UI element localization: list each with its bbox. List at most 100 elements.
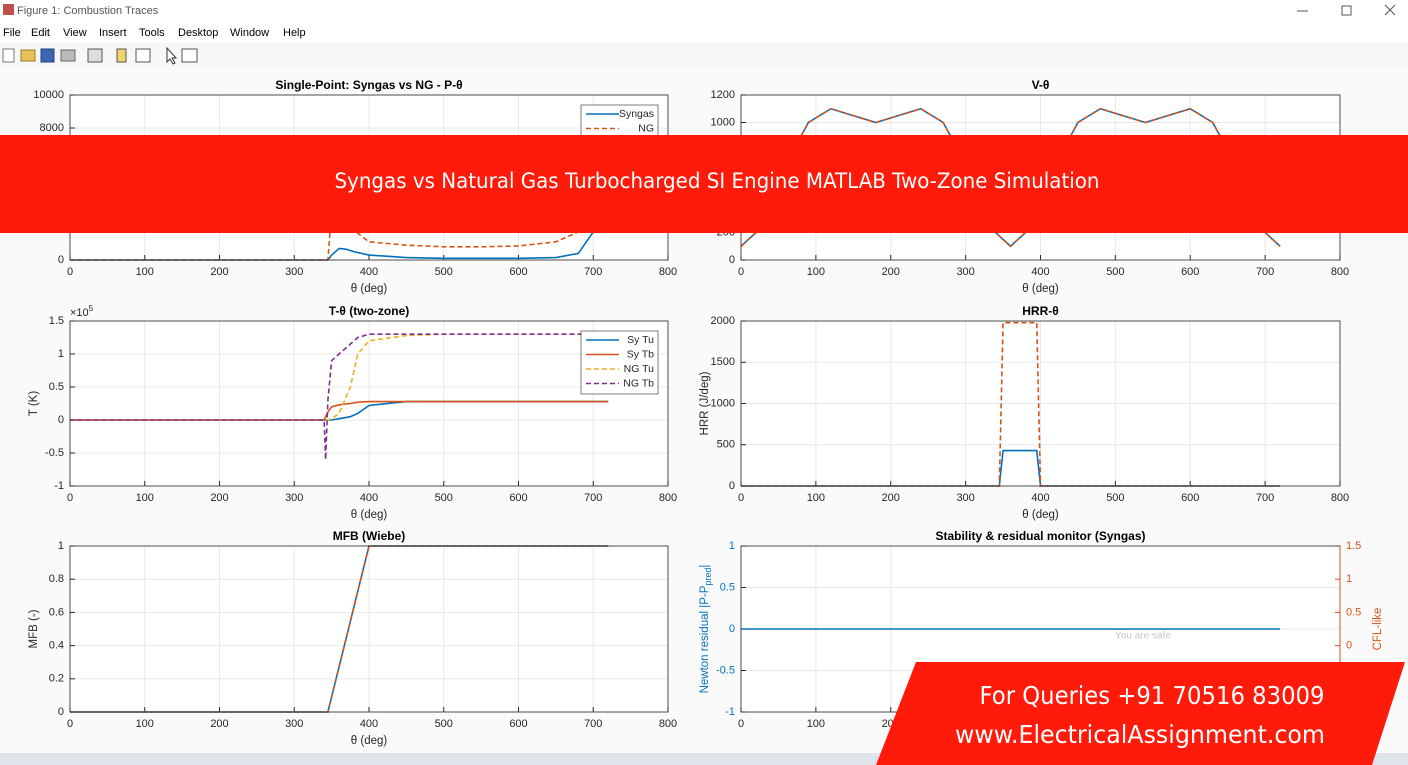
chart-title: HRR-θ (1022, 304, 1058, 318)
x-tick-label: 0 (738, 492, 744, 504)
y-tick-label: 0 (729, 480, 735, 492)
x-tick-label: 0 (738, 718, 744, 730)
y-tick-label: 1.5 (49, 315, 64, 327)
x-tick-label: 500 (435, 718, 453, 730)
menu-item[interactable]: Help (283, 27, 306, 39)
x-tick-label: 0 (738, 266, 744, 278)
menu-item[interactable]: Tools (139, 27, 165, 39)
x-tick-label: 300 (285, 266, 303, 278)
x-tick-label: 400 (1031, 266, 1049, 278)
x-tick-label: 200 (882, 266, 900, 278)
x-tick-label: 700 (584, 266, 602, 278)
open-icon[interactable] (20, 49, 36, 62)
x-tick-label: 400 (360, 718, 378, 730)
legend-label: Syngas (619, 108, 654, 120)
x-tick-label: 100 (807, 718, 825, 730)
series-line (740, 107, 1281, 248)
y-tick-label: 1 (729, 540, 735, 552)
toolbar-icons (2, 46, 198, 65)
axes-box (69, 545, 669, 713)
x-tick-label: 500 (435, 266, 453, 278)
x-tick-label: 800 (659, 492, 677, 504)
y-axis-label: MFB (-) (28, 609, 40, 648)
title-bar (0, 0, 1408, 22)
x-tick-label: 800 (1331, 266, 1349, 278)
x-tick-label: 400 (360, 266, 378, 278)
x-tick-label: 500 (1106, 266, 1124, 278)
menu-bar (0, 22, 1408, 43)
window-title: Figure 1: Combustion Traces (17, 5, 159, 17)
y-tick-label: 0.5 (49, 381, 64, 393)
x-axis-label: θ (deg) (1022, 283, 1059, 295)
y-tick-label: -0.5 (716, 664, 735, 676)
y-axis-multiplier: ×105 (70, 304, 94, 319)
x-tick-label: 300 (956, 266, 974, 278)
x-tick-label: 400 (1031, 492, 1049, 504)
chart-title: Single-Point: Syngas vs NG - P-θ (275, 78, 462, 92)
y-tick-label: 1 (58, 348, 64, 360)
x-tick-label: 800 (1331, 492, 1349, 504)
y-tick-label: 10000 (33, 89, 64, 101)
x-tick-label: 700 (584, 718, 602, 730)
legend-label: NG Tu (624, 363, 655, 375)
x-tick-label: 200 (210, 266, 228, 278)
save-icon[interactable] (40, 48, 55, 63)
menu-item[interactable]: Edit (31, 27, 50, 39)
property-icon[interactable] (181, 48, 198, 63)
x-tick-label: 600 (1181, 266, 1199, 278)
x-tick-label: 600 (1181, 492, 1199, 504)
y-tick-label: -0.5 (45, 447, 64, 459)
x-tick-label: 700 (1256, 266, 1274, 278)
close-button[interactable] (1384, 4, 1396, 16)
x-tick-label: 600 (509, 718, 527, 730)
x-axis-label: θ (deg) (351, 735, 388, 747)
print-icon[interactable] (60, 49, 76, 62)
y-tick-label: 0.6 (49, 606, 64, 618)
x-tick-label: 700 (584, 492, 602, 504)
y-tick-label: 1200 (711, 89, 735, 101)
legend-label: Sy Tb (627, 348, 654, 360)
y-axis-label-subscript: pred (703, 568, 713, 586)
x-tick-label: 0 (67, 718, 73, 730)
y-axis-label-text: T (K) (28, 391, 40, 417)
x-tick-label: 600 (509, 266, 527, 278)
x-tick-label: 500 (435, 492, 453, 504)
menu-item[interactable]: View (63, 27, 87, 39)
x-tick-label: 500 (1106, 492, 1124, 504)
banner (0, 135, 1408, 233)
legend-icon[interactable] (135, 48, 151, 63)
menu-item[interactable]: Window (230, 27, 269, 39)
watermark: You are safe (1115, 631, 1171, 642)
colorbar-icon[interactable] (116, 48, 127, 63)
y-tick-label: 0.4 (49, 640, 64, 652)
x-tick-label: 0 (67, 266, 73, 278)
restore-button[interactable] (1341, 5, 1352, 16)
multiplier-power: 5 (89, 304, 94, 313)
menu-item[interactable]: Insert (99, 27, 127, 39)
y-tick-label: 1 (58, 540, 64, 552)
y-tick-label: 0 (729, 623, 735, 635)
y2-tick-label: 1.5 (1346, 540, 1361, 552)
chart-title: MFB (Wiebe) (333, 529, 406, 543)
menu-item[interactable]: File (3, 27, 21, 39)
pointer-icon[interactable] (166, 46, 178, 65)
y-axis-label: T (K) (28, 391, 40, 417)
x-tick-label: 100 (136, 718, 154, 730)
menu-item[interactable]: Desktop (178, 27, 218, 39)
axes-box (740, 320, 1341, 487)
link-icon[interactable] (87, 48, 103, 63)
y-tick-label: 0 (58, 414, 64, 426)
y-tick-label: 0.5 (720, 581, 735, 593)
banner-text: Syngas vs Natural Gas Turbocharged SI En… (335, 169, 1100, 193)
y2-axis-label: CFL-like (1372, 608, 1384, 651)
y-tick-label: 1000 (711, 397, 735, 409)
x-tick-label: 100 (807, 492, 825, 504)
legend-label: Sy Tu (627, 334, 654, 346)
footer-phone: For Queries +91 70516 83009 (980, 681, 1325, 710)
x-tick-label: 0 (67, 492, 73, 504)
new-icon[interactable] (2, 48, 15, 63)
x-axis-label: θ (deg) (1022, 509, 1059, 521)
x-axis-label: θ (deg) (351, 283, 388, 295)
